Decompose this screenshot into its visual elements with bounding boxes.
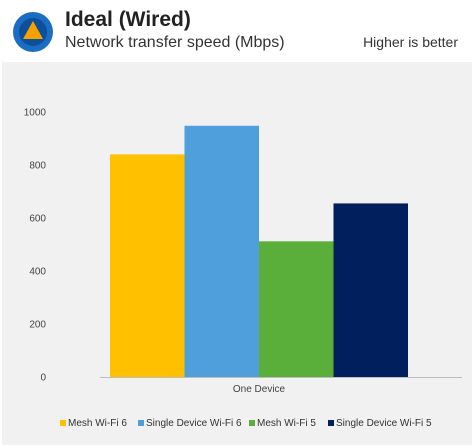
category-label: One Device bbox=[233, 384, 286, 395]
y-tick-label: 0 bbox=[40, 373, 46, 384]
bar-mesh-wi-fi-6 bbox=[110, 154, 185, 377]
bar-mesh-wi-fi-5 bbox=[259, 241, 334, 377]
bar-single-device-wi-fi-6 bbox=[184, 125, 259, 377]
bar-chart: 0 200 400 600 800 1000 One Device Mesh Wi-Fi 6 S… bbox=[24, 108, 462, 429]
chart-header: Ideal (Wired) Network transfer speed (Mb… bbox=[0, 0, 474, 62]
legend-swatch bbox=[328, 420, 334, 426]
y-tick-label: 800 bbox=[29, 161, 46, 172]
legend-label: Mesh Wi-Fi 6 bbox=[68, 418, 127, 429]
legend-swatch bbox=[60, 420, 66, 426]
techspot-logo-icon bbox=[13, 12, 53, 52]
y-tick-label: 200 bbox=[29, 320, 46, 331]
chart-subtitle: Network transfer speed (Mbps) bbox=[65, 34, 285, 51]
plot-panel: 0 200 400 600 800 1000 One Device Mesh Wi-Fi 6 S… bbox=[2, 62, 472, 445]
bar-single-device-wi-fi-5 bbox=[333, 203, 408, 377]
y-tick-label: 400 bbox=[29, 267, 46, 278]
legend-swatch bbox=[138, 420, 144, 426]
chart-title: Ideal (Wired) bbox=[65, 8, 191, 31]
legend-swatch bbox=[249, 420, 255, 426]
y-tick-label: 600 bbox=[29, 214, 46, 225]
legend-label: Single Device Wi-Fi 5 bbox=[336, 418, 432, 429]
legend-label: Mesh Wi-Fi 5 bbox=[257, 418, 316, 429]
legend-label: Single Device Wi-Fi 6 bbox=[146, 418, 242, 429]
higher-is-better-note: Higher is better bbox=[363, 34, 458, 50]
y-tick-label: 1000 bbox=[24, 108, 47, 119]
